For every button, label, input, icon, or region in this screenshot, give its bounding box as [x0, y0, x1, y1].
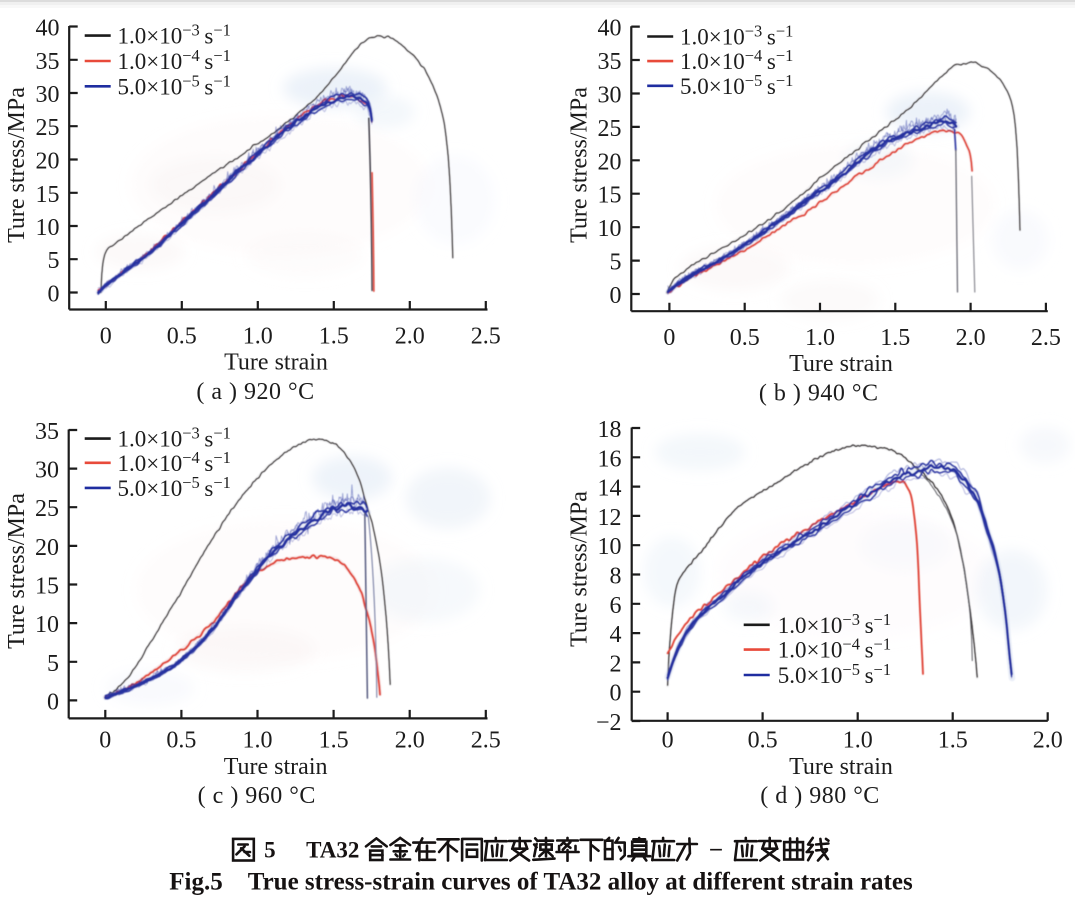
svg-text:1.0: 1.0: [805, 325, 835, 351]
svg-text:1.5: 1.5: [319, 324, 349, 350]
svg-text:1.0×10−4 s−1: 1.0×10−4 s−1: [778, 635, 891, 663]
svg-text:5.0×10−5 s−1: 5.0×10−5 s−1: [118, 473, 231, 501]
svg-text:35: 35: [35, 419, 59, 445]
svg-text:15: 15: [598, 183, 622, 209]
svg-text:25: 25: [598, 116, 622, 142]
svg-text:2.0: 2.0: [1033, 728, 1063, 754]
svg-text:10: 10: [598, 216, 622, 242]
svg-text:30: 30: [35, 458, 59, 484]
svg-text:( d ) 980 °C: ( d ) 980 °C: [760, 783, 880, 809]
svg-text:20: 20: [598, 149, 622, 175]
svg-text:0.5: 0.5: [730, 325, 760, 351]
svg-text:1.0: 1.0: [843, 728, 873, 754]
svg-text:( c ) 960 °C: ( c ) 960 °C: [198, 783, 316, 809]
svg-text:30: 30: [36, 82, 60, 108]
svg-text:14: 14: [598, 476, 622, 502]
svg-text:( a ) 920 °C: ( a ) 920 °C: [196, 379, 314, 405]
svg-text:Ture stress/MPa: Ture stress/MPa: [4, 493, 30, 649]
svg-text:Ture strain: Ture strain: [224, 350, 328, 376]
svg-text:Ture stress/MPa: Ture stress/MPa: [567, 87, 593, 243]
svg-text:8: 8: [610, 564, 622, 590]
svg-text:10: 10: [598, 534, 622, 560]
svg-text:20: 20: [35, 535, 59, 561]
svg-text:Ture strain: Ture strain: [789, 351, 893, 377]
svg-text:15: 15: [35, 574, 59, 600]
svg-text:5: 5: [47, 651, 59, 677]
svg-text:35: 35: [36, 49, 60, 75]
svg-text:16: 16: [598, 446, 622, 472]
svg-text:5: 5: [610, 250, 622, 276]
svg-text:4: 4: [610, 622, 622, 648]
svg-text:Ture stress/MPa: Ture stress/MPa: [4, 87, 30, 243]
svg-text:1.0×10−4 s−1: 1.0×10−4 s−1: [680, 46, 793, 74]
svg-text:0.5: 0.5: [167, 324, 197, 350]
svg-text:2.5: 2.5: [1031, 325, 1061, 351]
svg-text:1.5: 1.5: [938, 728, 968, 754]
svg-text:1.0×10−4 s−1: 1.0×10−4 s−1: [118, 46, 231, 74]
svg-text:5: 5: [264, 838, 276, 863]
svg-text:40: 40: [598, 16, 622, 42]
svg-text:2: 2: [610, 651, 622, 677]
svg-text:12: 12: [598, 505, 622, 531]
svg-text:25: 25: [36, 115, 60, 141]
svg-text:1.0×10−3 s−1: 1.0×10−3 s−1: [680, 22, 793, 50]
svg-text:5.0×10−5 s−1: 5.0×10−5 s−1: [118, 71, 231, 99]
svg-text:1.0: 1.0: [243, 324, 273, 350]
svg-text:2.0: 2.0: [395, 324, 425, 350]
svg-text:0: 0: [47, 689, 59, 715]
svg-text:Ture stress/MPa: Ture stress/MPa: [567, 491, 593, 647]
svg-text:35: 35: [598, 49, 622, 75]
svg-text:−2: −2: [596, 710, 622, 736]
svg-text:10: 10: [36, 215, 60, 241]
svg-text:Ture strain: Ture strain: [224, 754, 328, 780]
svg-text:0: 0: [100, 324, 112, 350]
svg-text:1.0×10−3 s−1: 1.0×10−3 s−1: [118, 424, 231, 452]
svg-text:1.5: 1.5: [319, 728, 349, 754]
svg-text:6: 6: [610, 593, 622, 619]
svg-text:0: 0: [663, 325, 675, 351]
svg-text:2.0: 2.0: [395, 728, 425, 754]
svg-text:30: 30: [598, 83, 622, 109]
svg-text:TA32: TA32: [306, 838, 359, 863]
svg-text:2.5: 2.5: [471, 728, 501, 754]
svg-text:0.5: 0.5: [166, 728, 196, 754]
svg-text:20: 20: [36, 149, 60, 175]
svg-text:Fig.5 True stress-strain curv: Fig.5 True stress-strain curves of TA32 …: [169, 869, 913, 896]
svg-text:0.5: 0.5: [748, 728, 778, 754]
svg-text:1.5: 1.5: [880, 325, 910, 351]
svg-text:0: 0: [48, 282, 60, 308]
svg-text:2.5: 2.5: [471, 324, 501, 350]
svg-text:15: 15: [36, 182, 60, 208]
svg-text:0: 0: [610, 681, 622, 707]
svg-text:25: 25: [35, 496, 59, 522]
svg-text:18: 18: [598, 417, 622, 443]
svg-text:–: –: [709, 835, 722, 860]
svg-text:0: 0: [610, 283, 622, 309]
svg-text:10: 10: [35, 612, 59, 638]
svg-text:40: 40: [36, 16, 60, 42]
svg-text:2.0: 2.0: [956, 325, 986, 351]
svg-text:5: 5: [48, 248, 60, 274]
svg-text:0: 0: [662, 728, 674, 754]
svg-text:1.0: 1.0: [243, 728, 273, 754]
svg-text:5.0×10−5 s−1: 5.0×10−5 s−1: [680, 71, 793, 99]
svg-text:0: 0: [99, 728, 111, 754]
svg-text:5.0×10−5 s−1: 5.0×10−5 s−1: [778, 660, 891, 688]
svg-text:( b ) 940 °C: ( b ) 940 °C: [759, 381, 879, 407]
svg-text:1.0×10−3 s−1: 1.0×10−3 s−1: [118, 21, 231, 49]
svg-text:1.0×10−4 s−1: 1.0×10−4 s−1: [118, 448, 231, 476]
svg-text:Ture strain: Ture strain: [789, 754, 893, 780]
svg-text:1.0×10−3 s−1: 1.0×10−3 s−1: [778, 610, 891, 638]
